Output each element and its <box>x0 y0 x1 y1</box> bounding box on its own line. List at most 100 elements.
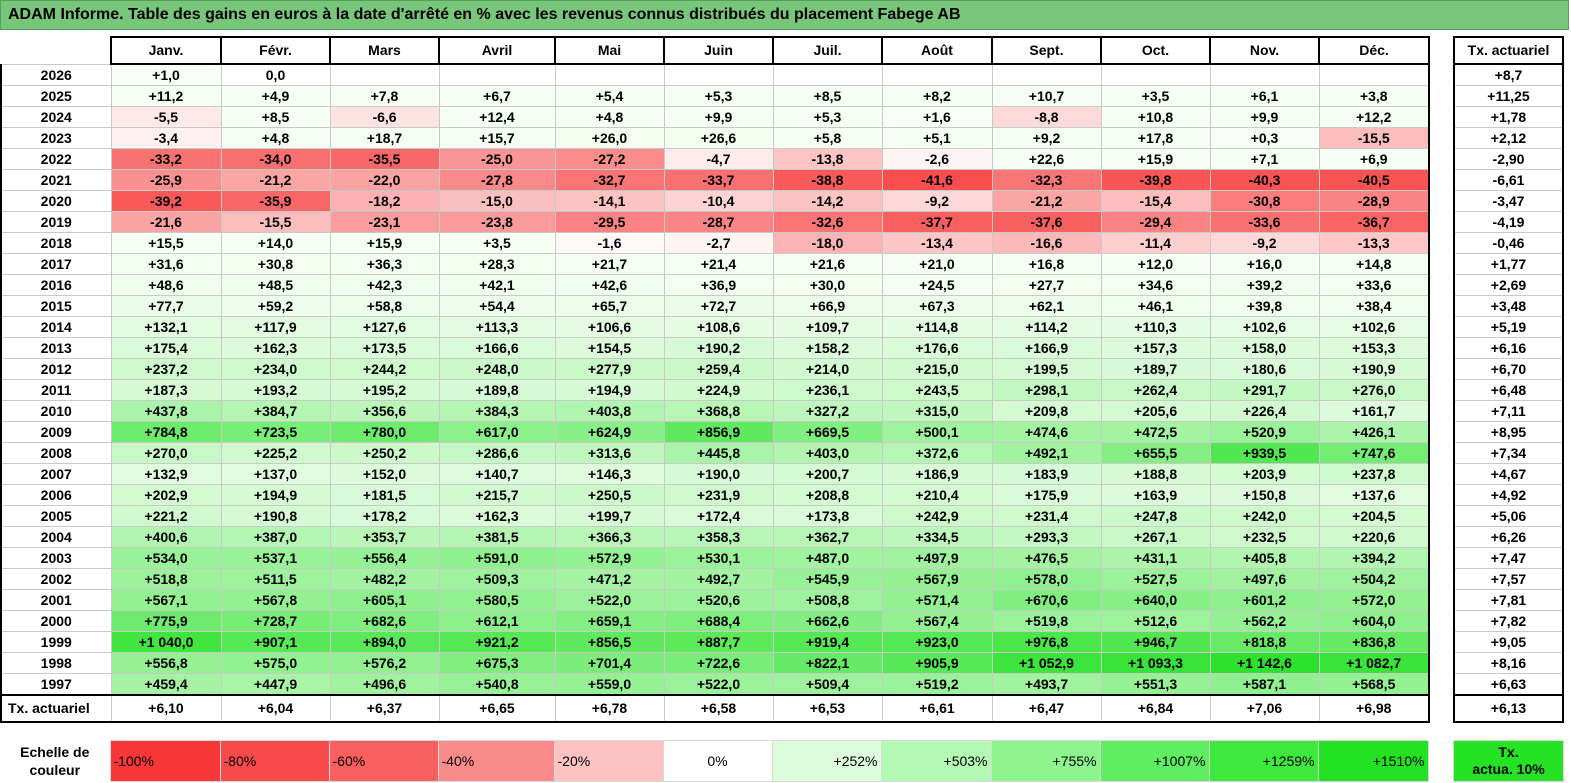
gain-cell: +6,7 <box>438 85 556 107</box>
gain-cell: +162,3 <box>438 505 556 527</box>
gain-cell: -9,2 <box>881 190 993 212</box>
gain-cell: -11,4 <box>1100 232 1211 254</box>
gain-cell: +137,0 <box>220 463 331 485</box>
gain-cell: +114,2 <box>991 316 1102 338</box>
gain-cell: +431,1 <box>1100 547 1211 569</box>
year-label: 2014 <box>0 316 112 338</box>
gain-cell: +568,5 <box>1318 673 1430 696</box>
year-row: 2002 +518,8 +511,5 +482,2 +509,3 +471,2 +492,7… <box>0 568 1430 590</box>
gain-cell: +26,0 <box>554 127 665 149</box>
year-row: 2019 -21,6 -15,5 -23,1 -23,8 -29,5 -28,7 -32,6-… <box>0 211 1430 233</box>
year-row: 2023 -3,4 +4,8 +18,7 +15,7 +26,0 +26,6 +5,8 +5,1… <box>0 127 1430 149</box>
gain-cell: +545,9 <box>772 568 883 590</box>
year-row: 2016 +48,6 +48,5 +42,3 +42,1 +42,6 +36,9 +30,0 +… <box>0 274 1430 296</box>
gain-cell: +21,4 <box>663 253 774 275</box>
gain-cell: +173,8 <box>772 505 883 527</box>
gain-cell: +780,0 <box>329 421 440 443</box>
tx-actuariel-cell: +7,81 <box>1453 589 1564 611</box>
gain-cell: +113,3 <box>438 316 556 338</box>
year-label: 2007 <box>0 463 112 485</box>
gain-cell: +42,1 <box>438 274 556 296</box>
year-label: 2006 <box>0 484 112 506</box>
tx-actuariel-cell: -3,47 <box>1453 190 1564 212</box>
scale-swatch: -20% <box>553 740 664 782</box>
gain-cell: +818,8 <box>1209 631 1320 653</box>
gain-cell: +605,1 <box>329 589 440 611</box>
tx-row: -0,46 <box>1453 232 1564 254</box>
year-row: 2021 -25,9 -21,2 -22,0 -27,8 -32,7 -33,7 -38,8-… <box>0 169 1430 191</box>
gain-cell: +894,0 <box>329 631 440 653</box>
gain-cell: +195,2 <box>329 379 440 401</box>
gain-cell: +27,7 <box>991 274 1102 296</box>
gain-cell: +4,8 <box>554 106 665 128</box>
gain-cell: -2,7 <box>663 232 774 254</box>
year-label: 2024 <box>0 106 112 128</box>
tx-row: +3,48 <box>1453 295 1564 317</box>
gain-cell: +403,8 <box>554 400 665 422</box>
gain-cell: -23,8 <box>438 211 556 233</box>
gain-cell: +403,0 <box>772 442 883 464</box>
year-label: 2018 <box>0 232 112 254</box>
gain-cell: +0,3 <box>1209 127 1320 149</box>
gain-cell: +132,1 <box>110 316 222 338</box>
gain-cell: +298,1 <box>991 379 1102 401</box>
gain-cell: +11,2 <box>110 85 222 107</box>
year-row: 2011 +187,3 +193,2 +195,2 +189,8 +194,9 +224,9… <box>0 379 1430 401</box>
tx-scale-legend: Tx. actua. 10% <box>1453 740 1564 782</box>
footer-label: Tx. actuariel <box>0 694 112 723</box>
gain-cell: +270,0 <box>110 442 222 464</box>
month-header-11: Nov. <box>1209 36 1320 65</box>
year-label: 2020 <box>0 190 112 212</box>
year-row: 1997 +459,4 +447,9 +496,6 +540,8 +559,0 +522,0… <box>0 673 1430 696</box>
gain-cell: +655,5 <box>1100 442 1211 464</box>
year-row: 2007 +132,9 +137,0 +152,0 +140,7 +146,3 +190,0… <box>0 463 1430 485</box>
scale-swatch: 0% <box>662 740 773 782</box>
gain-cell: +688,4 <box>663 610 774 632</box>
gain-cell: +14,8 <box>1318 253 1430 275</box>
gain-cell: +15,5 <box>110 232 222 254</box>
gain-cell: +234,0 <box>220 358 331 380</box>
tx-row: +4,92 <box>1453 484 1564 506</box>
gain-cell: -18,0 <box>772 232 883 254</box>
tx-row: +7,57 <box>1453 568 1564 590</box>
gain-cell: +534,0 <box>110 547 222 569</box>
gain-cell: +527,5 <box>1100 568 1211 590</box>
gain-cell: +250,2 <box>329 442 440 464</box>
gain-cell: -37,7 <box>881 211 993 233</box>
gain-cell: +158,2 <box>772 337 883 359</box>
gain-cell: +575,0 <box>220 652 331 674</box>
gain-cell: +372,6 <box>881 442 993 464</box>
gain-cell: -25,9 <box>110 169 222 191</box>
gain-cell: -21,2 <box>220 169 331 191</box>
gain-cell: +46,1 <box>1100 295 1211 317</box>
tx-row: -2,90 <box>1453 148 1564 170</box>
gain-cell: +572,0 <box>1318 589 1430 611</box>
gain-cell: +572,9 <box>554 547 665 569</box>
gain-cell: +186,9 <box>881 463 993 485</box>
gain-cell: -33,7 <box>663 169 774 191</box>
tx-row: -6,61 <box>1453 169 1564 191</box>
gain-cell: -27,8 <box>438 169 556 191</box>
corner-cell <box>1 37 112 64</box>
gain-cell: +15,7 <box>438 127 556 149</box>
gain-cell: +540,8 <box>438 673 556 696</box>
gain-cell: +518,8 <box>110 568 222 590</box>
year-row: 2014 +132,1 +117,9 +127,6 +113,3 +106,6 +108,6… <box>0 316 1430 338</box>
gain-cell: +9,9 <box>1209 106 1320 128</box>
gain-cell: +102,6 <box>1209 316 1320 338</box>
gain-cell: +559,0 <box>554 673 665 696</box>
gain-cell: +243,5 <box>881 379 993 401</box>
footer-tx-cell: +6,98 <box>1318 694 1430 723</box>
gain-cell: +482,2 <box>329 568 440 590</box>
gain-cell: -28,9 <box>1318 190 1430 212</box>
gain-cell <box>554 63 665 86</box>
gain-cell: +286,6 <box>438 442 556 464</box>
gain-cell: +224,9 <box>663 379 774 401</box>
tx-actuariel-table: Tx. actuariel +8,7 +11,25 +1,78 +2,12 -2,90-… <box>1453 36 1564 723</box>
gain-cell: +567,8 <box>220 589 331 611</box>
gain-cell: -29,5 <box>554 211 665 233</box>
year-row: 2025 +11,2 +4,9 +7,8 +6,7 +5,4 +5,3 +8,5 +8,2 +10… <box>0 85 1430 107</box>
gain-cell: +12,2 <box>1318 106 1430 128</box>
gain-cell: +24,5 <box>881 274 993 296</box>
gain-cell: +836,8 <box>1318 631 1430 653</box>
